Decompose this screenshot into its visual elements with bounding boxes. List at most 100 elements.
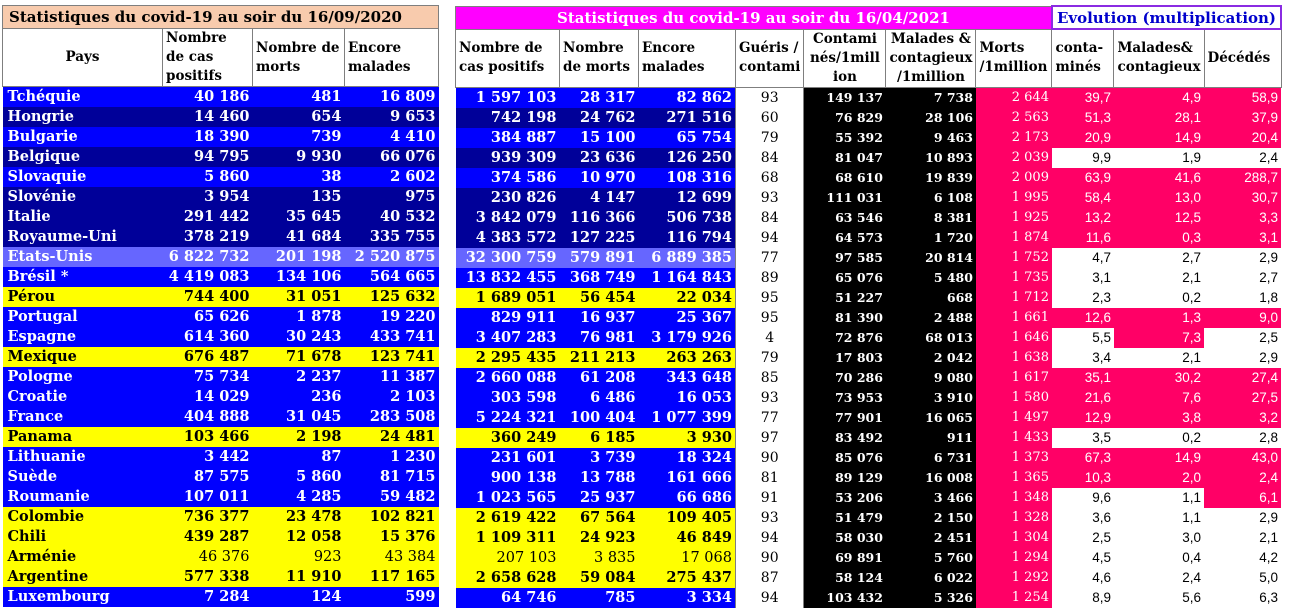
deaths-per-million: 2 009 [975, 167, 1052, 188]
country-name: Roumanie [2, 487, 163, 507]
cases-2021: 3 407 283 [455, 327, 560, 348]
table-row: Suède 87 575 5 860 81 715 [2, 467, 439, 487]
deaths-2020: 1 878 [252, 307, 345, 327]
recovered-percent: 93 [734, 387, 805, 408]
cases-per-million: 69 891 [803, 547, 886, 568]
sick-2020: 19 220 [344, 307, 439, 327]
deaths-per-million: 1 373 [975, 447, 1052, 468]
cases-2021: 900 138 [455, 467, 560, 488]
table-row: Bulgarie 18 390 739 4 410 [2, 127, 439, 147]
evolution-contamines: 3,4 [1051, 347, 1114, 368]
evolution-deces: 2,5 [1204, 327, 1282, 348]
sick-2020: 11 387 [344, 367, 439, 387]
deaths-2021: 368 749 [559, 267, 639, 288]
sick-2021: 17 068 [638, 547, 736, 568]
deaths-per-million: 1 433 [975, 427, 1052, 448]
table-row: Slovénie 3 954 135 975 [2, 187, 439, 207]
cases-2020: 404 888 [162, 407, 253, 427]
cases-per-million: 81 390 [803, 307, 886, 328]
evolution-deces: 3,3 [1204, 207, 1282, 228]
cases-2020: 5 860 [162, 167, 253, 187]
sick-2021: 263 263 [638, 347, 736, 368]
sick-per-million: 9 080 [885, 367, 976, 388]
cases-2020: 40 186 [162, 86, 253, 107]
table-row: 1 597 103 28 317 82 862 93 149 137 7 738 2 644… [455, 87, 1282, 108]
evolution-deces: 288,7 [1204, 167, 1282, 188]
deaths-per-million: 1 254 [975, 587, 1052, 608]
cases-2020: 65 626 [162, 307, 253, 327]
deaths-per-million: 1 925 [975, 207, 1052, 228]
table-row: 2 295 435 211 213 263 263 79 17 803 2 042 1 63… [455, 347, 1282, 368]
table-row: Tchéquie 40 186 481 16 809 [2, 86, 439, 107]
cases-per-million: 83 492 [803, 427, 886, 448]
deaths-2020: 41 684 [252, 227, 345, 247]
evolution-malades: 7,3 [1113, 327, 1205, 348]
evolution-contamines: 3,6 [1051, 507, 1114, 528]
sick-2021: 3 179 926 [638, 327, 736, 348]
deaths-per-million: 1 328 [975, 507, 1052, 528]
deaths-2020: 481 [252, 86, 345, 107]
deaths-2021: 16 937 [559, 307, 639, 328]
sick-2021: 6 889 385 [638, 247, 736, 268]
sick-per-million: 5 326 [885, 587, 976, 608]
sick-2021: 275 437 [638, 567, 736, 588]
cases-2020: 744 400 [162, 287, 253, 307]
evolution-malades: 2,1 [1113, 347, 1205, 368]
deaths-per-million: 2 563 [975, 107, 1052, 128]
sick-per-million: 3 910 [885, 387, 976, 408]
table-2021: Statistiques du covid-19 au soir du 16/0… [454, 5, 1283, 608]
sick-per-million: 6 022 [885, 567, 976, 588]
sick-2021: 22 034 [638, 287, 736, 308]
sick-2020: 1 230 [344, 447, 439, 467]
cases-2021: 1 689 051 [455, 287, 560, 308]
cases-2021: 829 911 [455, 307, 560, 328]
deaths-2021: 211 213 [559, 347, 639, 368]
evolution-deces: 2,4 [1204, 467, 1282, 488]
country-name: Lithuanie [2, 447, 163, 467]
cases-per-million: 72 876 [803, 327, 886, 348]
header-morts-2021: Nombre de morts [559, 28, 639, 88]
table-row: Brésil * 4 419 083 134 106 564 665 [2, 267, 439, 287]
recovered-percent: 95 [734, 307, 805, 328]
deaths-2021: 76 981 [559, 327, 639, 348]
sick-per-million: 6 108 [885, 187, 976, 208]
deaths-2021: 67 564 [559, 507, 639, 528]
deaths-per-million: 1 735 [975, 267, 1052, 288]
table-row: 384 887 15 100 65 754 79 55 392 9 463 2 173 20,… [455, 127, 1282, 148]
deaths-2021: 13 788 [559, 467, 639, 488]
cases-2020: 3 954 [162, 187, 253, 207]
country-name: Espagne [2, 327, 163, 347]
deaths-2020: 2 237 [252, 367, 345, 387]
evolution-deces: 6,1 [1204, 487, 1282, 508]
country-name: Pologne [2, 367, 163, 387]
cases-2021: 2 658 628 [455, 567, 560, 588]
cases-2020: 107 011 [162, 487, 253, 507]
sick-2020: 4 410 [344, 127, 439, 147]
header-morts-2020: Nombre de morts [252, 28, 345, 87]
cases-2021: 5 224 321 [455, 407, 560, 428]
deaths-2020: 923 [252, 547, 345, 567]
table-row: Slovaquie 5 860 38 2 602 [2, 167, 439, 187]
recovered-percent: 79 [734, 127, 805, 148]
deaths-2021: 25 937 [559, 487, 639, 508]
deaths-2021: 579 891 [559, 247, 639, 268]
table-row: 2 658 628 59 084 275 437 87 58 124 6 022 1 292… [455, 567, 1282, 588]
sick-per-million: 16 065 [885, 407, 976, 428]
recovered-percent: 87 [734, 567, 805, 588]
sick-2020: 975 [344, 187, 439, 207]
cases-2020: 4 419 083 [162, 267, 253, 287]
table-row: Panama 103 466 2 198 24 481 [2, 427, 439, 447]
header-gueris: Guéris / contami [734, 28, 805, 88]
sick-2021: 116 794 [638, 227, 736, 248]
evolution-deces: 37,9 [1204, 107, 1282, 128]
deaths-per-million: 1 995 [975, 187, 1052, 208]
cases-2020: 18 390 [162, 127, 253, 147]
country-name: Italie [2, 207, 163, 227]
sick-2021: 161 666 [638, 467, 736, 488]
cases-2021: 64 746 [455, 587, 560, 608]
evolution-malades: 28,1 [1113, 107, 1205, 128]
cases-2021: 3 842 079 [455, 207, 560, 228]
deaths-2020: 134 106 [252, 267, 345, 287]
sick-2021: 1 077 399 [638, 407, 736, 428]
sick-2020: 81 715 [344, 467, 439, 487]
